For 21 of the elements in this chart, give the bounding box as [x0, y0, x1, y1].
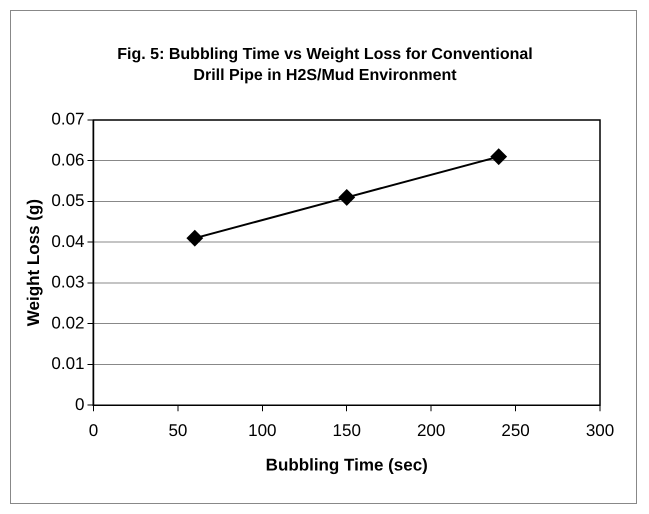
point: [338, 189, 355, 206]
y-tick-label: 0.01: [51, 354, 84, 374]
y-axis-title: Weight Loss (g): [24, 199, 43, 326]
x-tick-label: 100: [248, 421, 277, 440]
y-tick-label: 0.03: [51, 272, 84, 292]
y-tick-label: 0.04: [51, 232, 84, 251]
x-tick-label: 50: [168, 421, 188, 440]
point: [490, 148, 507, 165]
x-tick-label: 200: [416, 421, 446, 440]
point: [186, 230, 203, 246]
y-tick-label: 0.06: [51, 150, 84, 170]
x-axis-title: Bubbling Time (sec): [266, 455, 428, 474]
y-tick-label: 0.05: [51, 191, 84, 210]
y-tick-label: 0.07: [51, 110, 84, 129]
x-tick-label: 0: [88, 421, 98, 440]
y-tick-label: 0.02: [51, 313, 84, 332]
chart-title: Fig. 5: Bubbling Time vs Weight Loss for Conventional Drill Pipe in H2S/Mud Environment: [116, 45, 534, 86]
y-tick-label: 0: [75, 394, 84, 414]
x-tick-label: 250: [501, 421, 530, 440]
x-tick-label: 150: [332, 421, 361, 440]
x-tick-label: 300: [586, 421, 614, 440]
